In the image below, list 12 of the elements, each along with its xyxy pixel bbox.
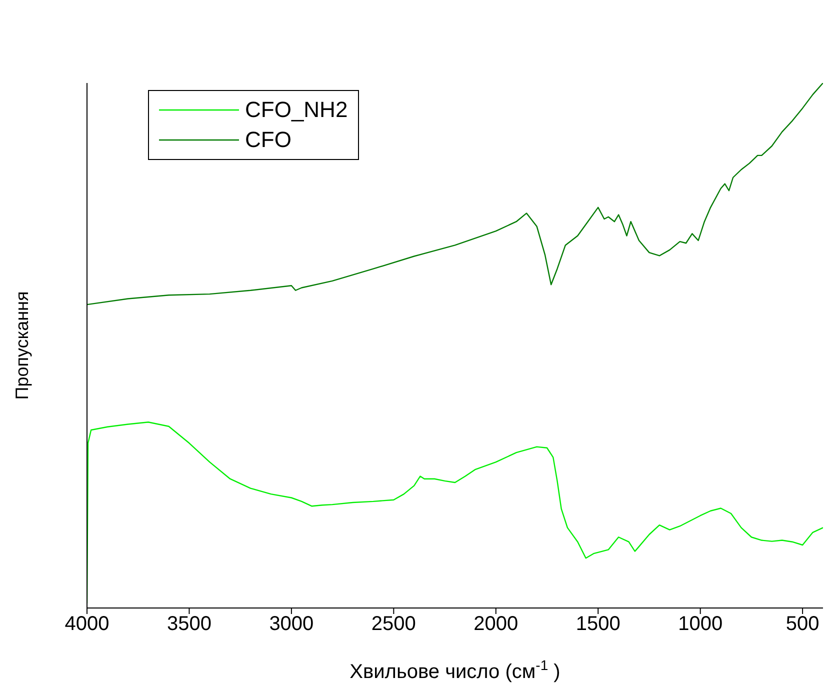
legend-label: CFO	[245, 126, 292, 154]
x-tick-label: 2500	[371, 613, 416, 636]
x-tick-label: 1000	[678, 613, 723, 636]
x-axis-title: Хвильове число (см$^{-1}$)	[350, 657, 560, 683]
y-axis-title: Пропускання	[12, 291, 32, 400]
legend-label: CFO_NH2	[245, 96, 348, 124]
x-tick-label: 500	[786, 613, 820, 636]
x-tick-label: 3000	[269, 613, 314, 636]
x-tick-label: 1500	[576, 613, 620, 636]
x-tick-label: 2000	[474, 613, 518, 636]
x-tick-label: 3500	[166, 613, 212, 636]
x-tick-label: 4000	[64, 613, 110, 636]
